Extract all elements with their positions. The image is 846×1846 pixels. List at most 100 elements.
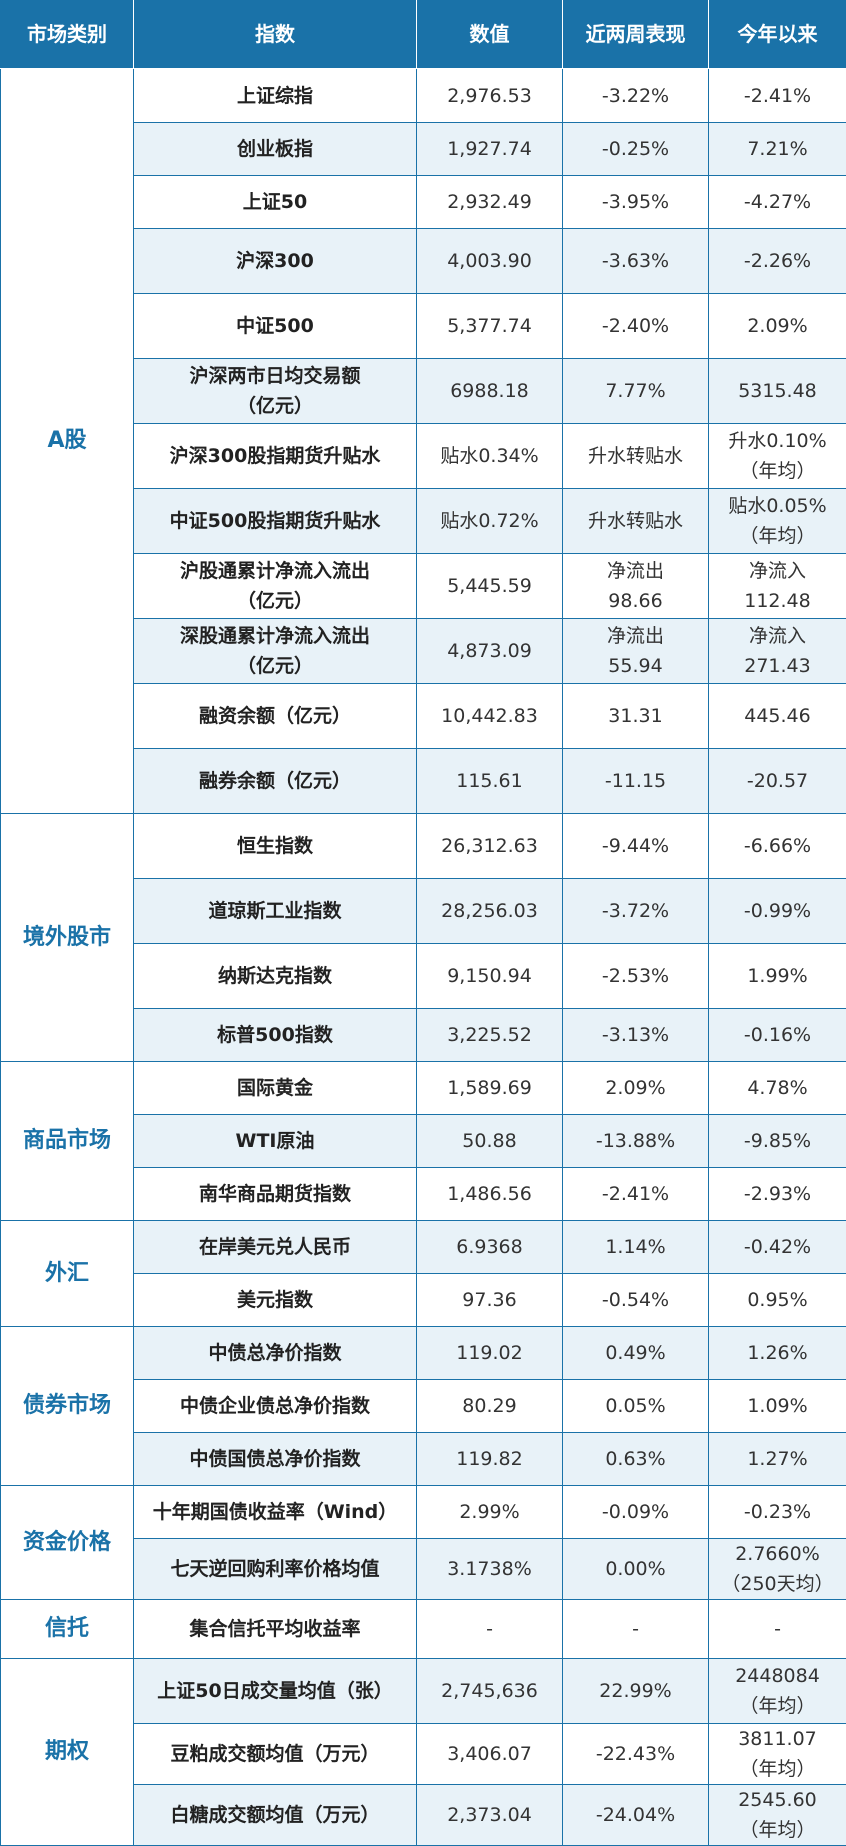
header-recent: 近两周表现 (563, 0, 709, 69)
recent-change-cell: -3.63% (563, 229, 709, 294)
value-cell: 50.88 (417, 1115, 563, 1168)
ytd-change-cell: 2.09% (709, 294, 846, 359)
value-cell: 119.82 (417, 1433, 563, 1486)
ytd-change-cell: -0.42% (709, 1221, 846, 1274)
index-name-cell: 融资余额（亿元） (134, 684, 417, 749)
value-cell: 贴水0.72% (417, 489, 563, 554)
ytd-change-cell: 2545.60（年均） (709, 1785, 846, 1846)
index-name-cell: 沪深300 (134, 229, 417, 294)
category-cell: 资金价格 (1, 1486, 134, 1600)
ytd-change-cell: - (709, 1600, 846, 1659)
recent-change-cell: 1.14% (563, 1221, 709, 1274)
index-name-cell: 中债企业债总净价指数 (134, 1380, 417, 1433)
ytd-change-cell: 1.99% (709, 944, 846, 1009)
index-name-cell: 十年期国债收益率（Wind） (134, 1486, 417, 1539)
header-ytd: 今年以来 (709, 0, 846, 69)
recent-change-cell: 2.09% (563, 1062, 709, 1115)
ytd-change-cell: 1.27% (709, 1433, 846, 1486)
ytd-change-cell: 4.78% (709, 1062, 846, 1115)
index-name-cell: 中证500股指期货升贴水 (134, 489, 417, 554)
value-cell: - (417, 1600, 563, 1659)
recent-change-cell: -13.88% (563, 1115, 709, 1168)
index-name-cell: 沪深两市日均交易额（亿元） (134, 359, 417, 424)
recent-change-cell: - (563, 1600, 709, 1659)
recent-change-cell: 0.00% (563, 1539, 709, 1600)
ytd-change-cell: -9.85% (709, 1115, 846, 1168)
value-cell: 5,377.74 (417, 294, 563, 359)
recent-change-cell: -3.95% (563, 176, 709, 229)
ytd-change-cell: -2.93% (709, 1168, 846, 1221)
value-cell: 3.1738% (417, 1539, 563, 1600)
ytd-change-cell: 2448084（年均） (709, 1659, 846, 1724)
header-category: 市场类别 (1, 0, 134, 69)
index-name-cell: 在岸美元兑人民币 (134, 1221, 417, 1274)
ytd-change-cell: -20.57 (709, 749, 846, 814)
recent-change-cell: 31.31 (563, 684, 709, 749)
table-row: 信托集合信托平均收益率--- (1, 1600, 846, 1659)
value-cell: 97.36 (417, 1274, 563, 1327)
ytd-change-cell: 445.46 (709, 684, 846, 749)
recent-change-cell: 升水转贴水 (563, 489, 709, 554)
recent-change-cell: -2.40% (563, 294, 709, 359)
value-cell: 3,225.52 (417, 1009, 563, 1062)
value-cell: 119.02 (417, 1327, 563, 1380)
value-cell: 115.61 (417, 749, 563, 814)
index-name-cell: 融券余额（亿元） (134, 749, 417, 814)
recent-change-cell: 0.49% (563, 1327, 709, 1380)
ytd-change-cell: 贴水0.05%（年均） (709, 489, 846, 554)
index-name-cell: 创业板指 (134, 123, 417, 176)
ytd-change-cell: -0.99% (709, 879, 846, 944)
recent-change-cell: -2.41% (563, 1168, 709, 1221)
value-cell: 1,927.74 (417, 123, 563, 176)
category-cell: 商品市场 (1, 1062, 134, 1221)
index-name-cell: 标普500指数 (134, 1009, 417, 1062)
category-cell: 期权 (1, 1659, 134, 1846)
ytd-change-cell: 1.09% (709, 1380, 846, 1433)
index-name-cell: 沪深300股指期货升贴水 (134, 424, 417, 489)
recent-change-cell: -3.22% (563, 69, 709, 123)
index-name-cell: 白糖成交额均值（万元） (134, 1785, 417, 1846)
recent-change-cell: -0.25% (563, 123, 709, 176)
value-cell: 2,932.49 (417, 176, 563, 229)
index-name-cell: 美元指数 (134, 1274, 417, 1327)
recent-change-cell: -2.53% (563, 944, 709, 1009)
recent-change-cell: -3.13% (563, 1009, 709, 1062)
recent-change-cell: -22.43% (563, 1724, 709, 1785)
ytd-change-cell: -0.16% (709, 1009, 846, 1062)
recent-change-cell: 7.77% (563, 359, 709, 424)
index-name-cell: 恒生指数 (134, 814, 417, 879)
index-name-cell: 上证综指 (134, 69, 417, 123)
ytd-change-cell: -4.27% (709, 176, 846, 229)
value-cell: 1,486.56 (417, 1168, 563, 1221)
value-cell: 2,745,636 (417, 1659, 563, 1724)
recent-change-cell: -11.15 (563, 749, 709, 814)
header-index: 指数 (134, 0, 417, 69)
header-row: 市场类别 指数 数值 近两周表现 今年以来 (1, 0, 846, 69)
ytd-change-cell: 1.26% (709, 1327, 846, 1380)
table-row: 资金价格十年期国债收益率（Wind）2.99%-0.09%-0.23% (1, 1486, 846, 1539)
recent-change-cell: 22.99% (563, 1659, 709, 1724)
category-cell: 信托 (1, 1600, 134, 1659)
index-name-cell: 集合信托平均收益率 (134, 1600, 417, 1659)
recent-change-cell: -0.54% (563, 1274, 709, 1327)
ytd-change-cell: -2.26% (709, 229, 846, 294)
category-cell: 债券市场 (1, 1327, 134, 1486)
recent-change-cell: -9.44% (563, 814, 709, 879)
header-value: 数值 (417, 0, 563, 69)
index-name-cell: 中证500 (134, 294, 417, 359)
ytd-change-cell: 0.95% (709, 1274, 846, 1327)
index-name-cell: 沪股通累计净流入流出（亿元） (134, 554, 417, 619)
value-cell: 贴水0.34% (417, 424, 563, 489)
value-cell: 9,150.94 (417, 944, 563, 1009)
index-name-cell: 豆粕成交额均值（万元） (134, 1724, 417, 1785)
index-name-cell: 道琼斯工业指数 (134, 879, 417, 944)
